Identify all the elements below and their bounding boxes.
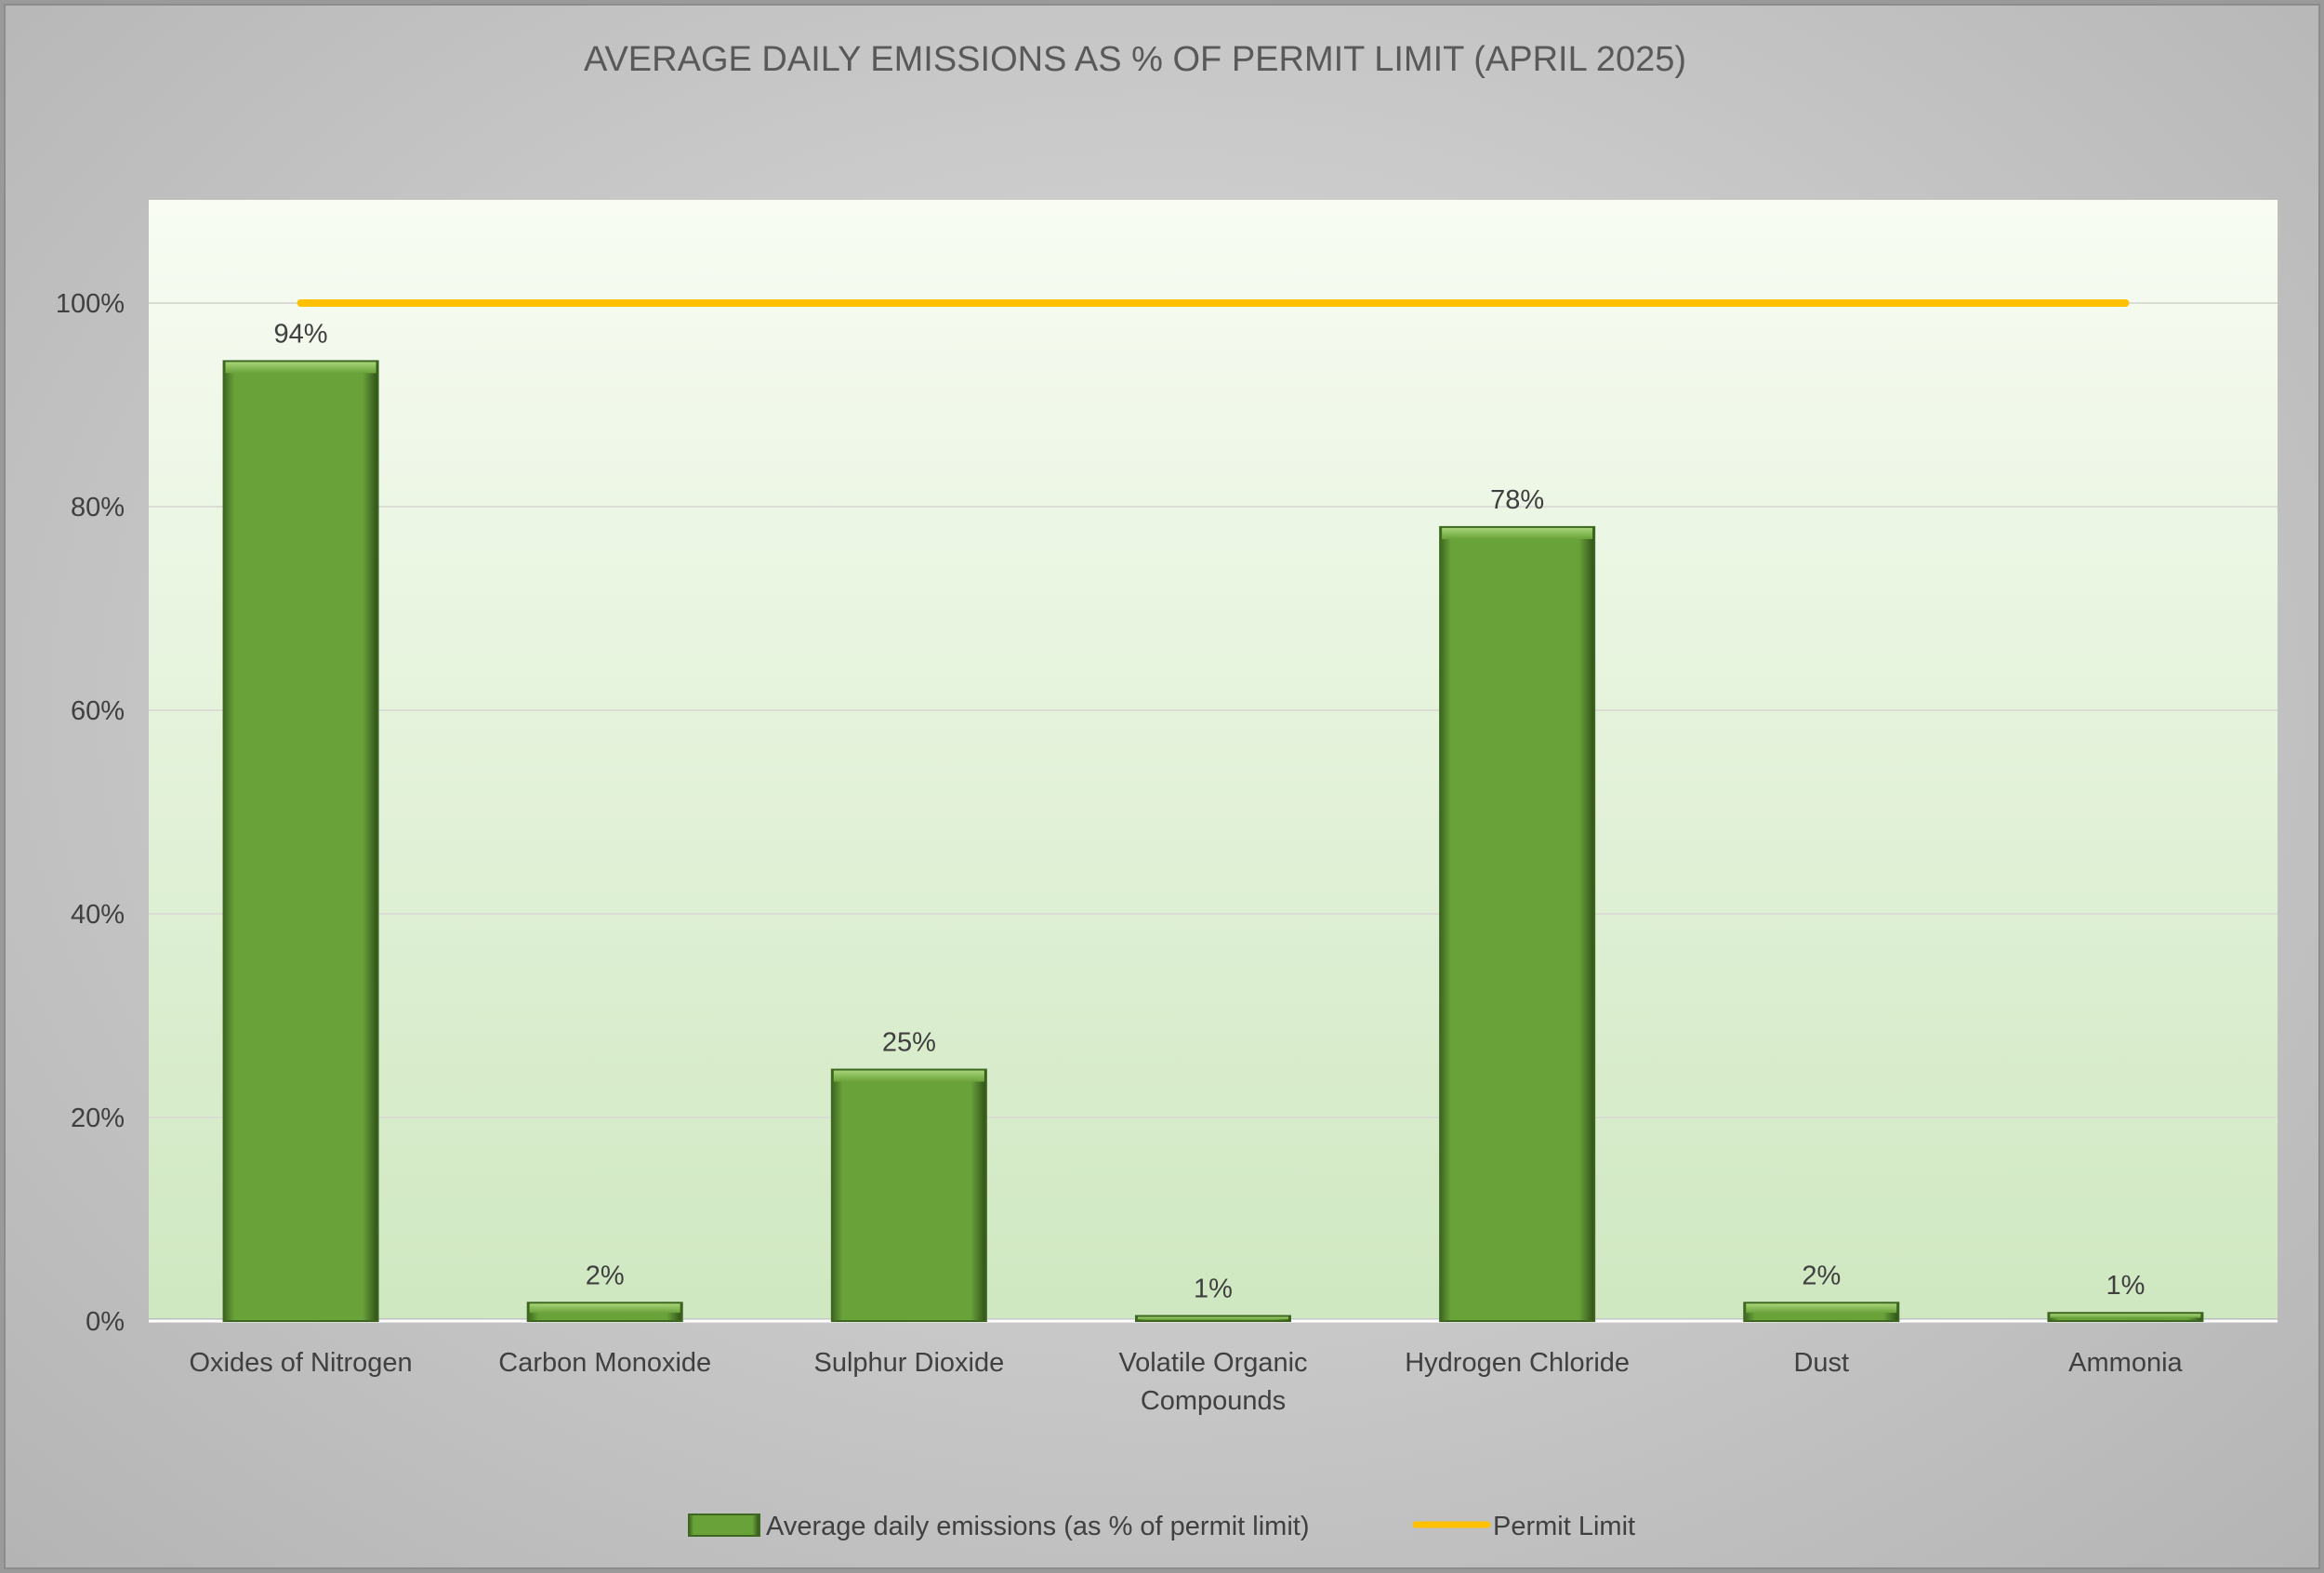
x-tick-label: Ammonia: [2068, 1348, 2183, 1378]
data-labels: 94% 2% 25% 1% 78% 2% 1%: [274, 319, 2146, 1303]
chart-frame: AVERAGE DAILY EMISSIONS AS % OF PERMIT L…: [4, 4, 2320, 1569]
data-label: 1%: [2106, 1271, 2145, 1301]
x-tick-label: Oxides of Nitrogen: [189, 1348, 412, 1378]
y-tick-label: 40%: [71, 900, 125, 930]
bar-body: [830, 1068, 987, 1323]
chart-title: AVERAGE DAILY EMISSIONS AS % OF PERMIT L…: [584, 40, 1686, 79]
bar: [830, 1068, 987, 1323]
data-label: 2%: [1802, 1261, 1841, 1290]
legend-swatch-bar: [688, 1514, 760, 1537]
bar-bevel: [2050, 1314, 2201, 1318]
x-axis: Oxides of Nitrogen Carbon Monoxide Sulphur…: [189, 1348, 2183, 1416]
bar: [2047, 1312, 2204, 1322]
bar-bevel: [833, 1070, 984, 1082]
x-tick-label: Volatile Organic Compounds: [1118, 1348, 1307, 1416]
bar: [222, 360, 379, 1322]
y-tick-label: 0%: [86, 1307, 125, 1337]
data-label: 2%: [586, 1261, 625, 1290]
bar-bevel: [1442, 527, 1593, 539]
y-tick-label: 20%: [71, 1104, 125, 1133]
y-axis: 0% 20% 40% 60% 80% 100%: [56, 289, 125, 1337]
bar-body: [222, 360, 379, 1322]
y-tick-label: 60%: [71, 696, 125, 726]
x-tick-label: Carbon Monoxide: [498, 1348, 711, 1378]
bar: [526, 1302, 683, 1323]
bar: [1743, 1302, 1900, 1323]
data-label: 78%: [1490, 485, 1544, 515]
plot-area: [149, 200, 2278, 1318]
data-label: 1%: [1194, 1275, 1233, 1304]
legend-label-emissions: Average daily emissions (as % of permit …: [766, 1512, 1310, 1541]
data-label: 25%: [882, 1028, 936, 1058]
bar-bevel: [225, 362, 376, 374]
bar-body: [1439, 525, 1596, 1322]
legend-item-permit-limit: Permit Limit: [1412, 1512, 1635, 1541]
x-tick-label: Sulphur Dioxide: [813, 1348, 1004, 1378]
legend-item-emissions: Average daily emissions (as % of permit …: [688, 1512, 1310, 1541]
bar: [1439, 525, 1596, 1322]
legend-label-permit-limit: Permit Limit: [1493, 1512, 1635, 1541]
y-tick-label: 100%: [56, 289, 125, 319]
legend: Average daily emissions (as % of permit …: [688, 1512, 1635, 1541]
bar-bevel: [1746, 1303, 1897, 1314]
bar-bevel: [1138, 1316, 1288, 1320]
bar: [1135, 1315, 1291, 1323]
chart: AVERAGE DAILY EMISSIONS AS % OF PERMIT L…: [56, 40, 2278, 1541]
data-label: 94%: [274, 319, 328, 349]
bar-bevel: [529, 1303, 680, 1314]
x-tick-label: Dust: [1793, 1348, 1849, 1378]
y-tick-label: 80%: [71, 493, 125, 522]
bar-series: [222, 360, 2204, 1323]
x-tick-label: Hydrogen Chloride: [1405, 1348, 1630, 1378]
